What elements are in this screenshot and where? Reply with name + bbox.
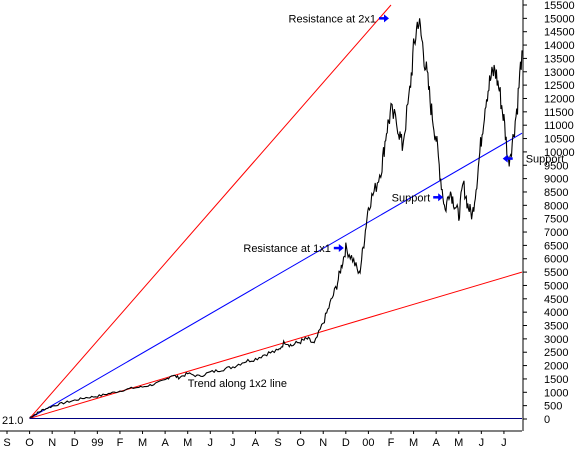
y-tick-label: 10500	[544, 134, 575, 146]
annotation-label: Resistance at 2x1	[289, 13, 376, 25]
annotation-0: Resistance at 2x1	[289, 13, 389, 25]
gann-line-2x1	[29, 4, 392, 419]
x-tick-label: J	[501, 437, 507, 449]
y-tick-label: 1500	[544, 374, 568, 386]
annotation-4: Trend along 1x2 line	[188, 378, 287, 390]
annotation-label: Trend along 1x2 line	[188, 378, 287, 390]
start-value-label: 21.0	[2, 415, 23, 427]
x-axis: S O N D 99 F M A M J J A S O N D 00 F M A M J J	[0, 430, 522, 449]
x-tick-label: S	[274, 437, 281, 449]
annotation-2: Support	[392, 192, 444, 204]
x-tick-label: M	[409, 437, 418, 449]
y-tick-label: 7000	[544, 227, 568, 239]
y-tick-label: 6500	[544, 240, 568, 252]
x-tick-label: F	[117, 437, 124, 449]
annotation-label: Support	[392, 192, 431, 204]
y-tick-label: 15500	[544, 0, 575, 12]
y-tick-label: 2500	[544, 347, 568, 359]
y-tick-label: 3500	[544, 321, 568, 333]
y-tick-label: 3000	[544, 334, 568, 346]
x-tick-label: M	[138, 437, 147, 449]
price-line	[29, 18, 523, 419]
y-tick-label: 15000	[544, 13, 575, 25]
y-tick-label: 0	[544, 414, 550, 426]
x-tick-label: 00	[362, 437, 374, 449]
y-tick-label: 9000	[544, 174, 568, 186]
annotation-label: Support	[526, 154, 565, 166]
y-tick-label: 8000	[544, 200, 568, 212]
y-tick-label: 14500	[544, 27, 575, 39]
annotation-label: Resistance at 1x1	[243, 243, 330, 255]
x-tick-label: D	[71, 437, 79, 449]
x-tick-label: F	[388, 437, 395, 449]
x-tick-label: M	[454, 437, 463, 449]
x-tick-label: 99	[91, 437, 103, 449]
x-tick-label: S	[3, 437, 10, 449]
x-tick-label: N	[48, 437, 56, 449]
gann-line-1x1	[29, 132, 523, 419]
x-tick-label: A	[432, 437, 440, 449]
y-tick-label: 7500	[544, 214, 568, 226]
annotation-3: Support	[502, 154, 565, 166]
y-tick-label: 11500	[544, 107, 574, 119]
x-tick-label: O	[296, 437, 305, 449]
y-tick-label: 10000	[544, 147, 575, 159]
y-tick-label: 9500	[544, 160, 568, 172]
x-tick-label: D	[342, 437, 350, 449]
y-tick-label: 12500	[544, 80, 575, 92]
y-tick-label: 2000	[544, 361, 568, 373]
y-tick-label: 12000	[544, 93, 575, 105]
y-tick-label: 6000	[544, 254, 568, 266]
y-tick-label: 5500	[544, 267, 568, 279]
y-tick-label: 13000	[544, 67, 575, 79]
gann-line-1x2	[29, 271, 523, 419]
y-tick-label: 11000	[544, 120, 574, 132]
y-tick-label: 13500	[544, 53, 575, 65]
y-tick-label: 4000	[544, 307, 568, 319]
x-tick-label: M	[183, 437, 192, 449]
x-tick-label: N	[319, 437, 327, 449]
price-series	[29, 18, 523, 419]
x-tick-label: J	[208, 437, 214, 449]
x-tick-label: O	[25, 437, 34, 449]
x-tick-label: A	[252, 437, 260, 449]
y-tick-label: 4500	[544, 294, 568, 306]
y-tick-label: 5000	[544, 280, 568, 292]
y-tick-label: 1000	[544, 387, 568, 399]
annotation-1: Resistance at 1x1	[243, 243, 344, 255]
y-tick-label: 8500	[544, 187, 568, 199]
annotations: Resistance at 2x1 Resistance at 1x1 Suppor…	[188, 13, 565, 390]
x-tick-label: A	[161, 437, 169, 449]
x-tick-label: J	[230, 437, 236, 449]
x-tick-label: J	[479, 437, 485, 449]
y-tick-label: 500	[544, 401, 562, 413]
gann-lines	[29, 4, 523, 419]
y-tick-label: 14000	[544, 40, 575, 52]
